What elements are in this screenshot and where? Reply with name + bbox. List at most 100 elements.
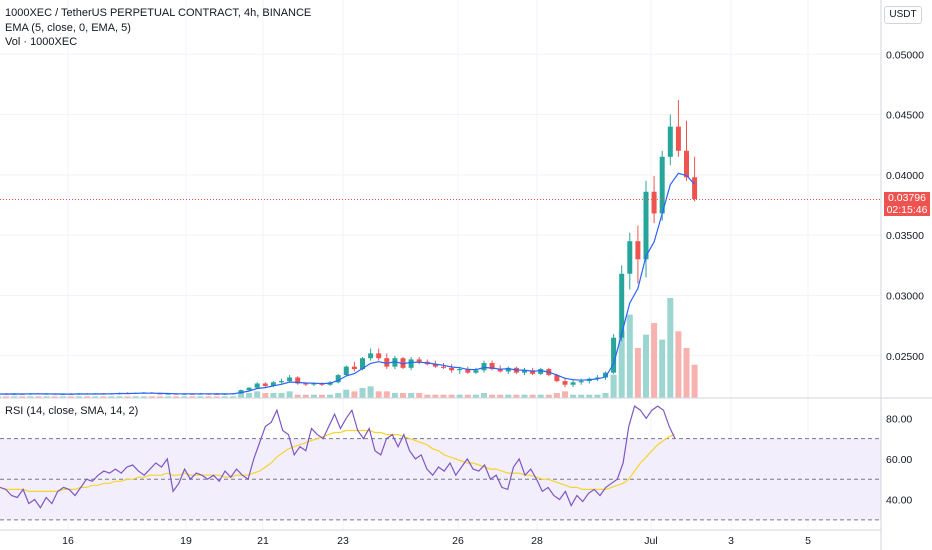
volume-bar	[270, 393, 277, 398]
candle-body	[570, 382, 576, 385]
bar-countdown-label: 02:15:46	[884, 204, 930, 216]
candle-body	[538, 369, 544, 374]
candle-body	[667, 126, 673, 157]
time-axis-labels: 16 19 21 23 26 28 Jul 3 5	[62, 535, 811, 547]
volume-bar	[116, 396, 123, 398]
volume-bar	[545, 394, 552, 398]
volume-bar	[651, 323, 658, 398]
price-tick-label: 0.03500	[886, 230, 924, 242]
rsi-legend[interactable]: RSI (14, close, SMA, 14, 2)	[5, 405, 139, 417]
volume-bar	[683, 348, 690, 398]
volume-bar	[489, 394, 496, 398]
rsi-tick-label: 60.00	[886, 454, 912, 466]
candlesticks	[0, 100, 698, 395]
volume-bar	[11, 396, 18, 398]
volume-bar	[221, 396, 228, 398]
candle-body	[392, 358, 398, 367]
volume-bar	[578, 394, 585, 398]
candle-body	[530, 370, 536, 374]
candle-body	[368, 353, 374, 359]
symbol-legend[interactable]: 1000XEC / TetherUS PERPETUAL CONTRACT, 4…	[5, 7, 312, 19]
volume-bar	[570, 394, 577, 398]
candle-body	[659, 156, 665, 214]
candle-body	[497, 369, 503, 372]
rsi-tick-label: 80.00	[886, 413, 912, 425]
volume-bars	[0, 298, 698, 398]
candle-body	[303, 383, 309, 385]
candle-body	[351, 366, 357, 370]
candle-body	[254, 383, 260, 388]
volume-bar	[327, 394, 334, 398]
candle-body	[578, 381, 584, 383]
candle-body	[562, 381, 568, 385]
volume-bar	[181, 396, 188, 398]
rsi-lines	[0, 405, 676, 509]
volume-bar	[76, 396, 82, 398]
volume-bar	[0, 396, 1, 398]
time-tick-label: 16	[62, 535, 74, 547]
candle-body	[651, 191, 657, 214]
volume-bar	[310, 394, 317, 398]
volume-bar	[124, 396, 131, 398]
volume-bar	[634, 348, 641, 398]
candle-body	[360, 358, 365, 370]
price-tick-label: 0.05000	[886, 49, 924, 61]
volume-bar	[497, 394, 504, 398]
volume-bar	[675, 331, 682, 398]
time-tick-label: 5	[805, 535, 811, 547]
volume-bar	[594, 394, 601, 398]
volume-bar	[553, 393, 560, 398]
ema-line	[0, 172, 881, 395]
candle-body	[554, 375, 560, 382]
volume-bar	[51, 396, 58, 398]
candle-body	[603, 372, 608, 378]
volume-bar	[205, 396, 212, 398]
volume-bar	[246, 393, 253, 398]
volume-bar	[391, 393, 398, 398]
candle-body	[262, 383, 268, 386]
ema-legend[interactable]: EMA (5, close, 0, EMA, 5)	[5, 22, 131, 34]
volume-bar	[19, 396, 26, 398]
volume-bar	[278, 393, 285, 398]
volume-bar	[472, 394, 479, 398]
volume-bar	[562, 391, 568, 398]
volume-bar	[481, 393, 487, 398]
price-tick-label: 0.03000	[886, 290, 924, 302]
volume-bar	[238, 393, 244, 398]
volume-bar	[189, 396, 196, 398]
volume-bar	[157, 396, 163, 398]
candle-body	[594, 377, 600, 379]
volume-bar	[602, 393, 609, 398]
candle-body	[287, 377, 293, 382]
volume-legend[interactable]: Vol · 1000XEC	[5, 36, 78, 48]
volume-bar	[84, 396, 91, 398]
currency-selector[interactable]: USDT	[884, 6, 922, 24]
volume-bar	[667, 298, 674, 398]
volume-bar	[351, 391, 358, 398]
ema-path	[0, 172, 696, 395]
rsi-path	[0, 405, 676, 509]
time-tick-label: Jul	[644, 535, 657, 547]
candle-body	[473, 370, 479, 373]
candle-body	[505, 367, 511, 372]
volume-bar	[229, 396, 236, 398]
candle-body	[449, 367, 455, 371]
volume-bar	[67, 396, 74, 398]
rsi-tick-label: 40.00	[886, 495, 912, 507]
time-tick-label: 21	[257, 535, 269, 547]
volume-bar	[254, 391, 261, 398]
candle-body	[635, 241, 641, 260]
candle-body	[643, 191, 649, 260]
candle-body	[335, 375, 341, 383]
candle-body	[246, 387, 252, 391]
volume-bar	[643, 334, 649, 398]
volume-bar	[43, 396, 50, 398]
candle-body	[675, 126, 681, 151]
time-tick-label: 23	[337, 535, 349, 547]
volume-bar	[294, 394, 301, 398]
volume-bar	[610, 374, 617, 398]
last-price-label: 0.03796	[884, 192, 930, 204]
